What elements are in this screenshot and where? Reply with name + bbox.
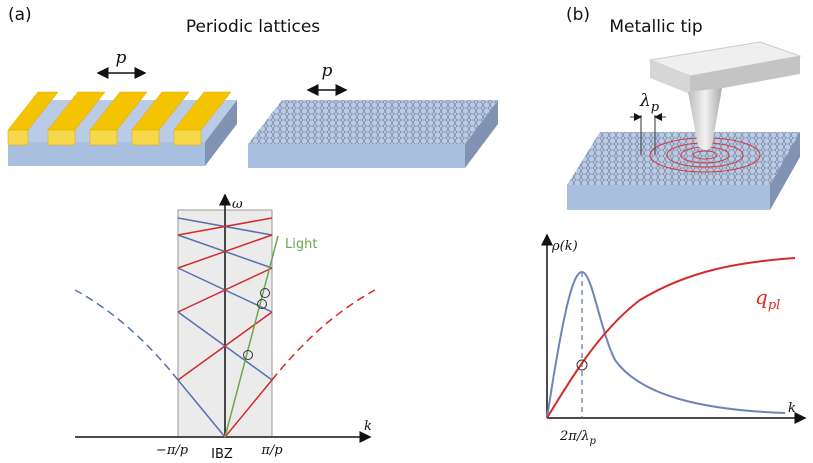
axis-label: ω [232,197,243,212]
tip-sample [567,42,800,210]
graphene-lattice [248,100,498,168]
light-label: Light [285,237,317,252]
band-diagram [75,195,375,437]
curve-label: qpl [755,285,780,313]
period-label: p [116,48,127,68]
tick-label: 2π/λp [559,429,596,447]
figure: (a) Periodic lattices p p ω Light k −π/p… [0,0,813,463]
panel-label: (b) [566,5,590,25]
axis-label: k [788,401,796,416]
wavelength-label: λp [639,91,660,115]
panel-title: Metallic tip [609,17,702,37]
tick-label: −π/p [156,443,189,458]
grating [8,92,237,166]
dos-plot [547,235,805,418]
panel-label: (a) [8,5,32,25]
period-label: p [322,61,333,81]
axis-label: k [364,419,372,434]
axis-label: ρ(k) [551,239,578,254]
tick-label: IBZ [211,447,233,462]
tick-label: π/p [260,443,283,458]
panel-title: Periodic lattices [186,17,320,37]
